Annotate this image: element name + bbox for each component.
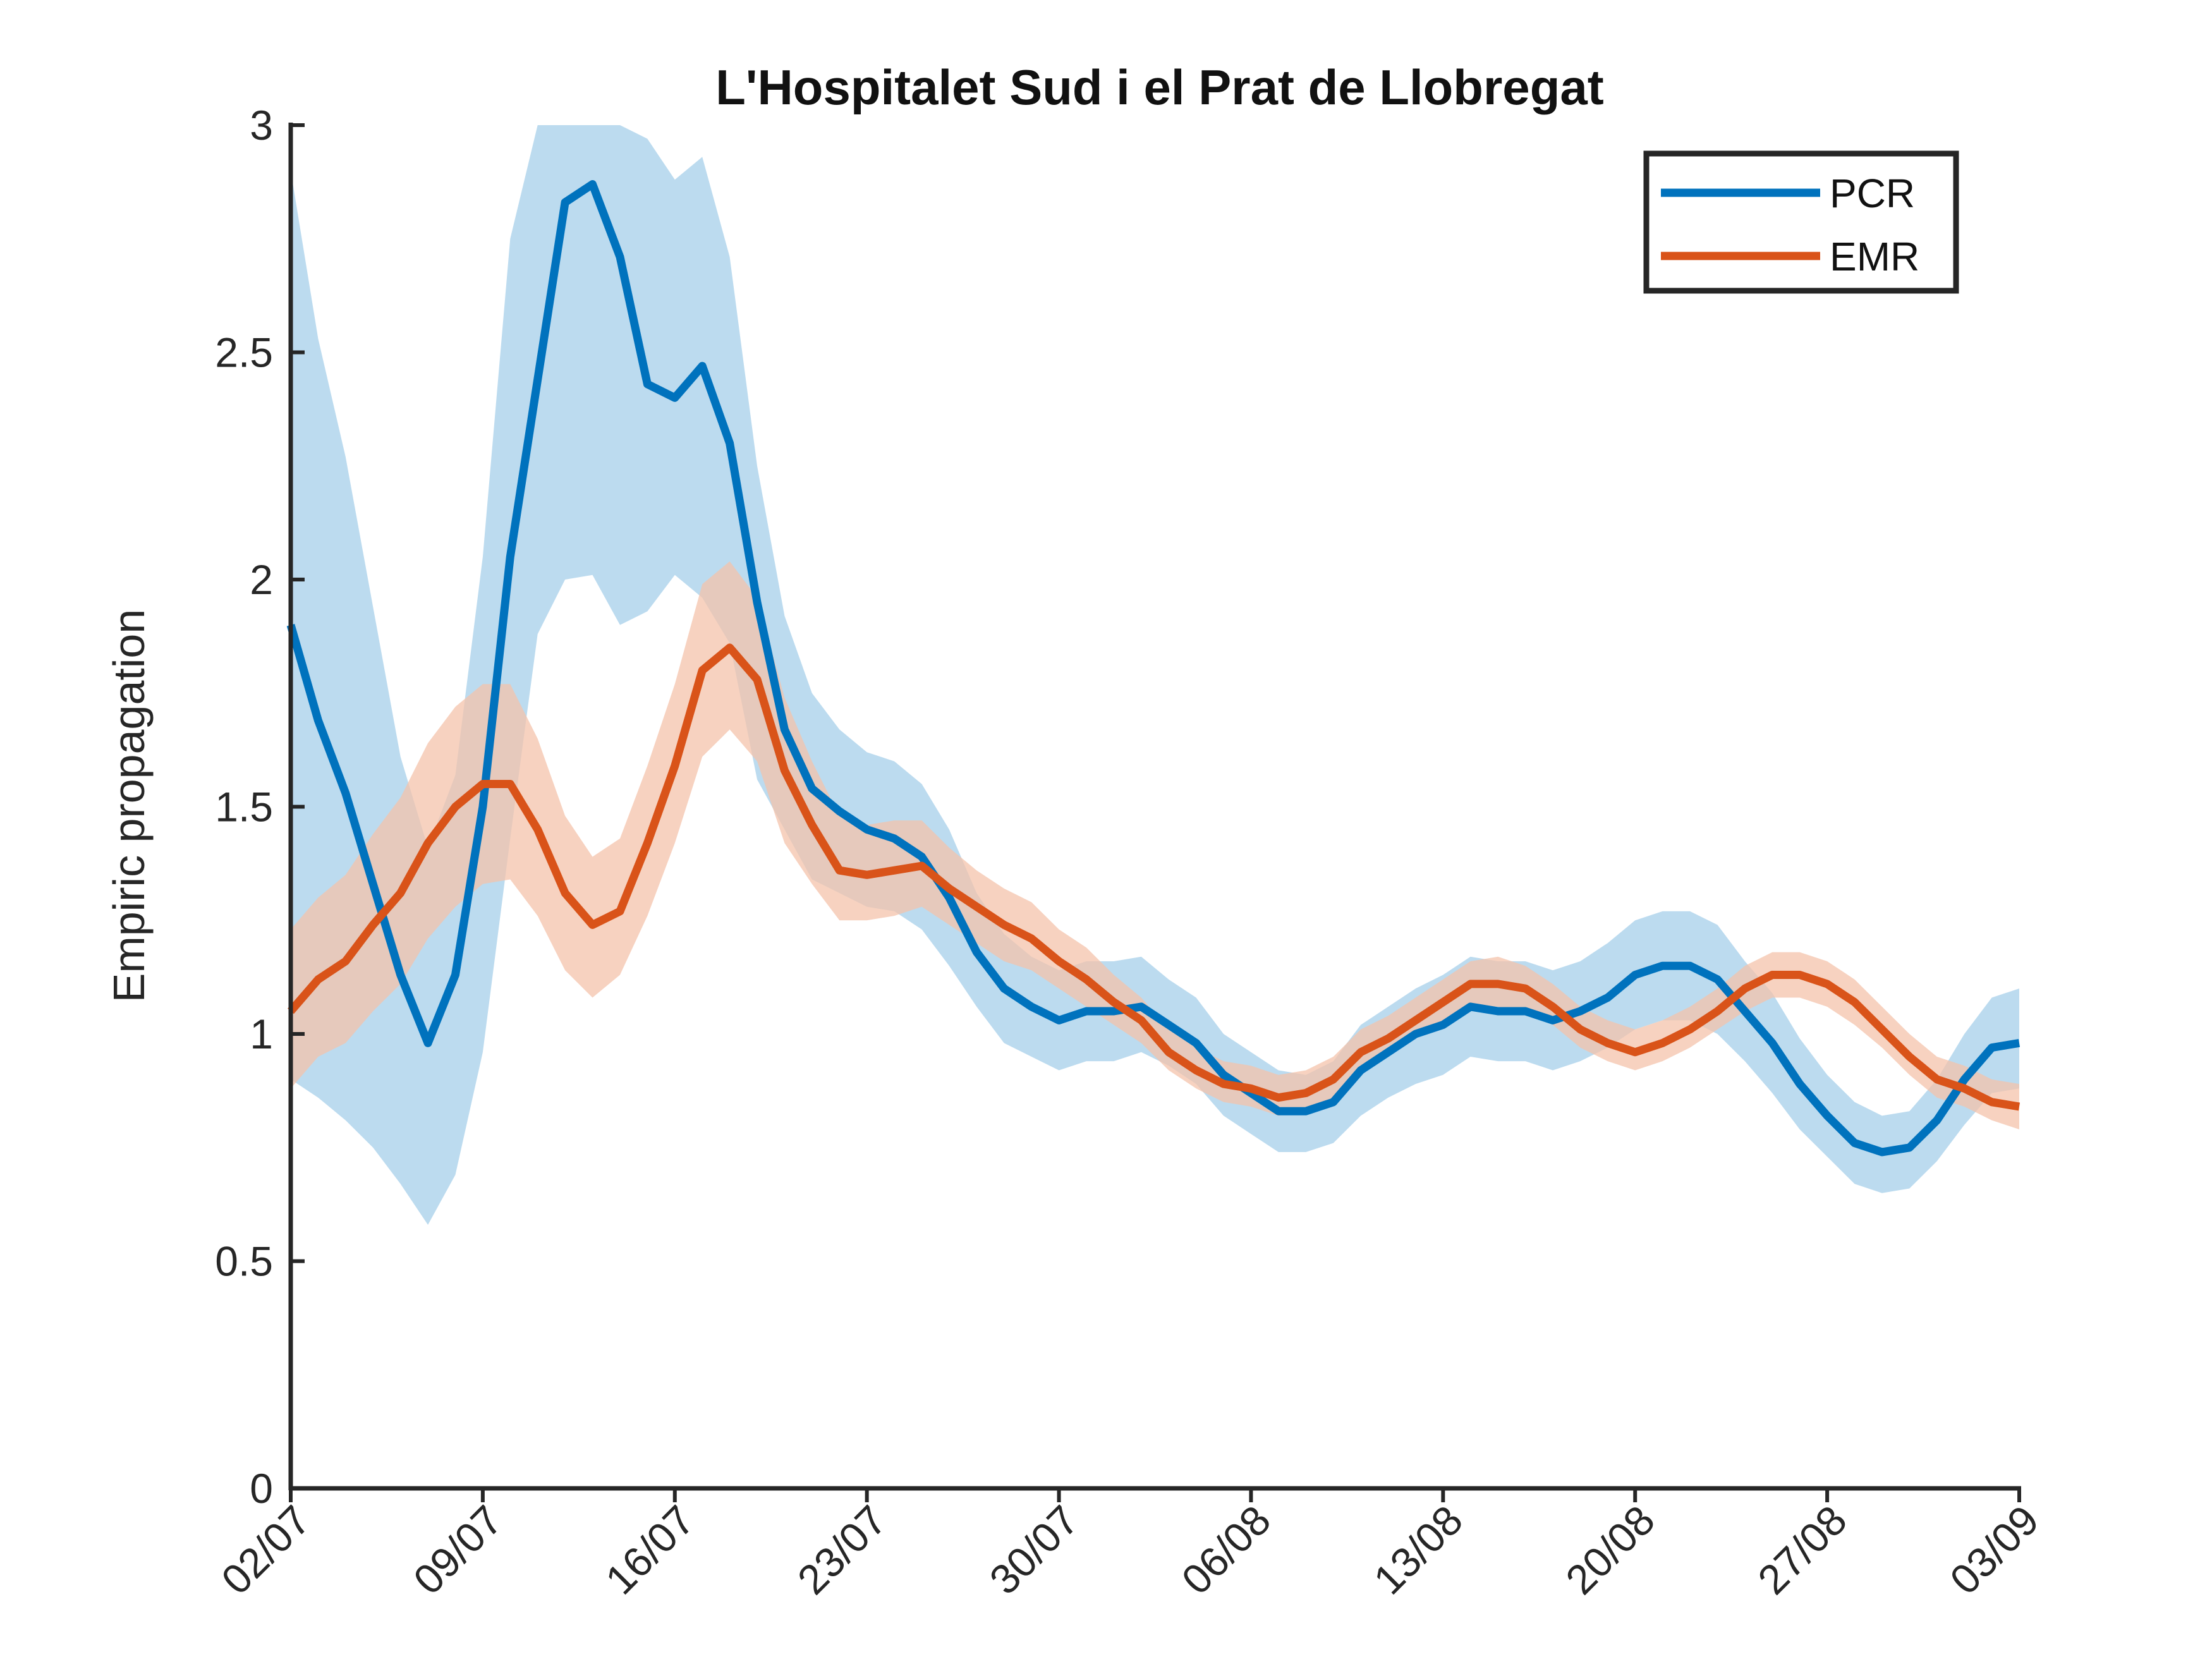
- y-tick-label: 3: [250, 102, 273, 149]
- pcr-confidence-band: [291, 125, 2019, 1225]
- emr-series-line: [288, 643, 2021, 1111]
- emr-confidence-band: [291, 561, 2019, 1129]
- y-tick-label: 2: [250, 556, 273, 603]
- legend-box: [1643, 150, 1959, 294]
- y-tick-label: 1.5: [215, 784, 273, 830]
- legend: PCR EMR: [1643, 150, 1959, 294]
- y-tick-label: 0: [250, 1465, 273, 1512]
- legend-label-pcr: PCR: [1830, 171, 1915, 216]
- y-tick-label: 2.5: [215, 329, 273, 376]
- legend-label-emr: EMR: [1830, 234, 1919, 279]
- confidence-bands: [291, 125, 2019, 1225]
- y-axis-label: Empiric propagation: [104, 609, 154, 1003]
- series-lines: [286, 180, 2021, 1157]
- y-tick-label: 0.5: [215, 1238, 273, 1285]
- chart-title: L'Hospitalet Sud i el Prat de Llobregat: [715, 59, 1603, 115]
- y-tick-label: 1: [250, 1011, 273, 1057]
